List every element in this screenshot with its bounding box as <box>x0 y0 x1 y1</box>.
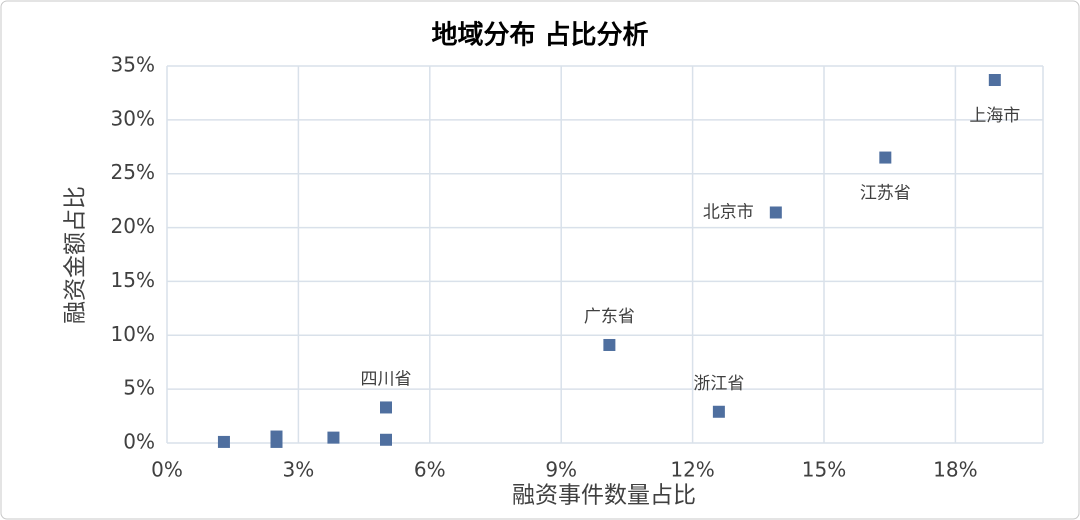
y-tick-label: 20% <box>111 214 155 238</box>
x-tick-label: 0% <box>151 458 183 482</box>
point-label: 江苏省 <box>860 184 911 204</box>
y-tick-label: 35% <box>111 53 155 77</box>
x-tick-label: 18% <box>933 458 977 482</box>
x-tick-label: 3% <box>283 458 315 482</box>
point-label: 广东省 <box>584 307 635 327</box>
x-tick-label: 9% <box>545 458 577 482</box>
point-label: 浙江省 <box>693 374 744 394</box>
y-tick-label: 10% <box>111 322 155 346</box>
x-tick-label: 6% <box>414 458 446 482</box>
scatter-point <box>380 401 392 414</box>
y-axis-title: 融资金额占比 <box>63 186 89 324</box>
point-label: 四川省 <box>361 369 412 389</box>
scatter-point <box>270 435 283 448</box>
y-tick-label: 25% <box>111 160 155 184</box>
x-axis-title: 融资事件数量占比 <box>512 483 696 509</box>
point-label: 上海市 <box>969 106 1020 126</box>
y-tick-label: 15% <box>111 268 155 292</box>
y-tick-label: 30% <box>111 106 155 130</box>
scatter-point <box>603 338 616 351</box>
scatter-point <box>769 206 782 219</box>
scatter-point <box>217 435 230 448</box>
scatter-point <box>380 433 392 446</box>
scatter-point <box>712 405 725 418</box>
y-tick-label: 0% <box>123 430 155 454</box>
chart-title: 地域分布 占比分析 <box>431 21 648 51</box>
y-tick-label: 5% <box>123 376 155 400</box>
scatter-point <box>327 431 340 444</box>
x-tick-label: 15% <box>802 458 846 482</box>
scatter-point <box>988 74 1001 87</box>
x-tick-label: 12% <box>670 458 714 482</box>
scatter-point <box>879 151 892 164</box>
point-label: 北京市 <box>703 202 754 222</box>
